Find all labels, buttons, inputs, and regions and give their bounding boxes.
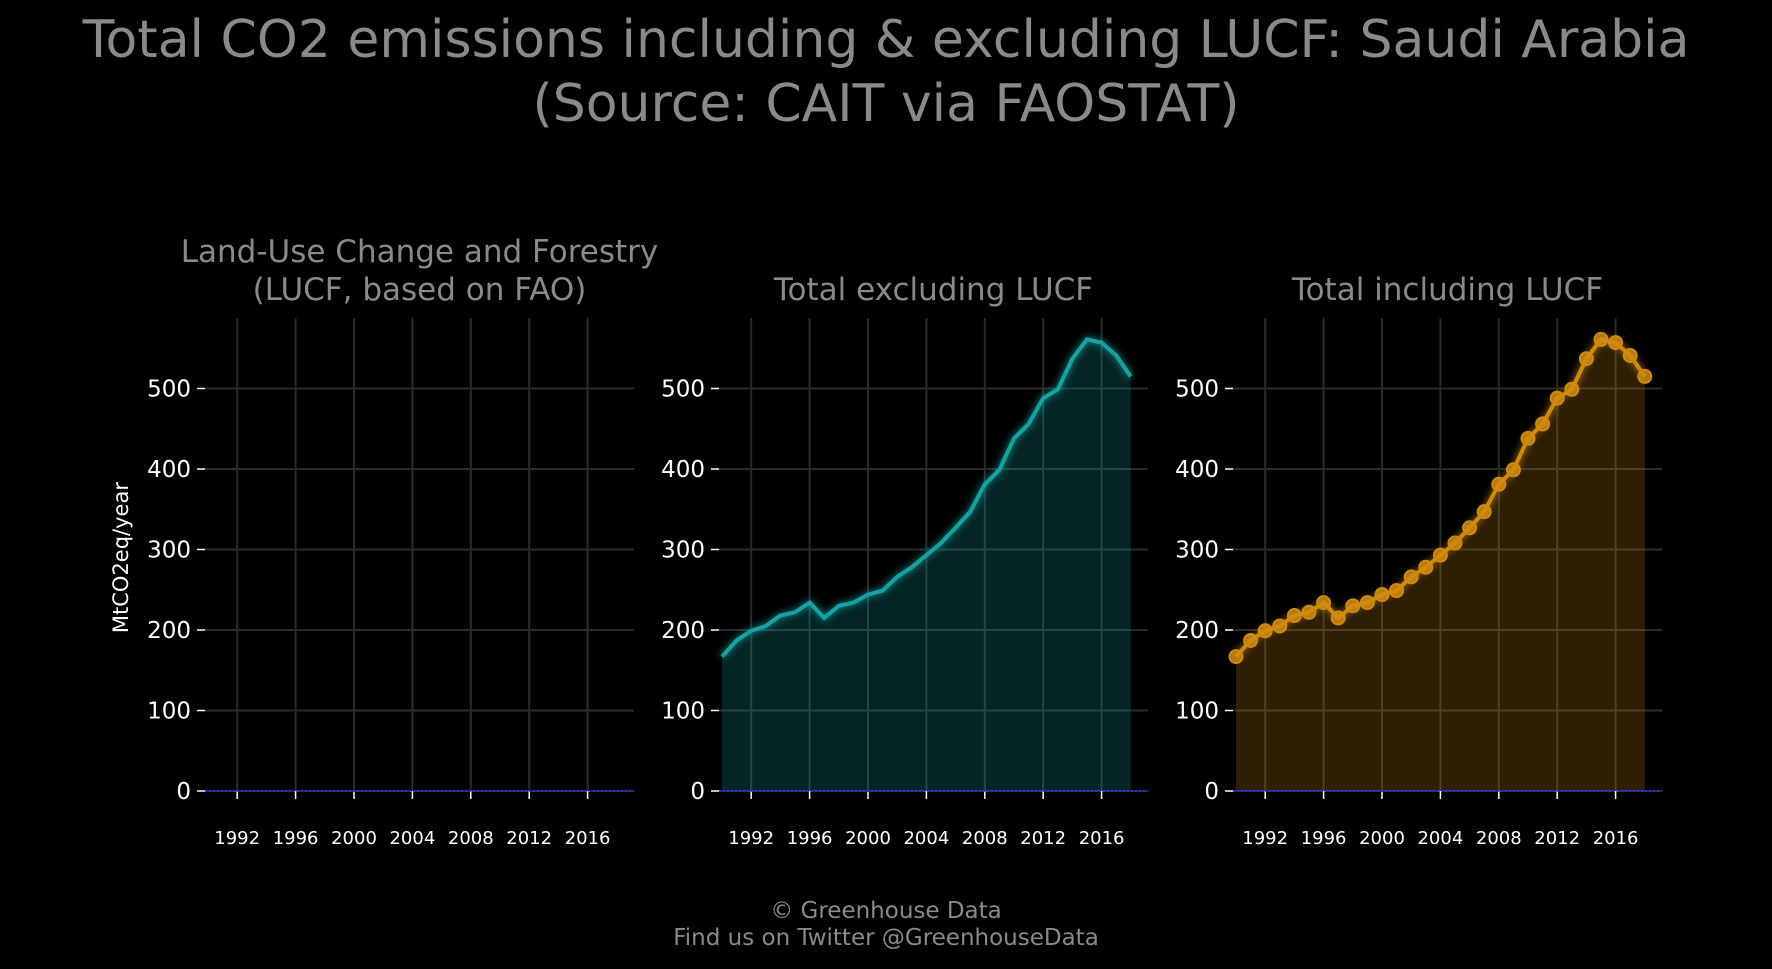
ytick-label: 0: [690, 779, 705, 805]
chart-title: Total CO2 emissions including & excludin…: [0, 8, 1772, 136]
data-point: [1272, 618, 1288, 634]
xtick-label: 2000: [845, 828, 891, 849]
data-point: [1491, 476, 1507, 492]
xtick-label: 2016: [1079, 828, 1125, 849]
xtick-label: 2016: [565, 828, 611, 849]
xtick-label: 2008: [962, 828, 1008, 849]
data-point: [1228, 649, 1244, 665]
data-point: [1286, 608, 1302, 624]
xtick-label: 2008: [1476, 828, 1522, 849]
ytick-label: 200: [661, 618, 705, 644]
panel-title-3-line1: Total including LUCF: [1291, 272, 1603, 308]
panel-1: Land-Use Change and Forestry(LUCF, based…: [109, 234, 658, 849]
data-point: [1374, 587, 1390, 603]
ytick-label: 200: [147, 618, 191, 644]
xtick-label: 2016: [1593, 828, 1639, 849]
data-point: [1316, 595, 1332, 611]
xtick-label: 2000: [331, 828, 377, 849]
chart-title-line1: Total CO2 emissions including & excludin…: [82, 10, 1690, 70]
data-point: [1462, 520, 1478, 536]
data-point: [1447, 535, 1463, 551]
data-point: [1505, 462, 1521, 478]
data-point: [1257, 623, 1273, 639]
series-area: [1236, 339, 1645, 791]
data-point: [1622, 347, 1638, 363]
credits: © Greenhouse Data Find us on Twitter @Gr…: [0, 898, 1772, 952]
panel-title-1-line2: (LUCF, based on FAO): [253, 272, 587, 308]
panel-title-2-line1: Total excluding LUCF: [773, 272, 1093, 308]
ytick-label: 200: [1175, 618, 1219, 644]
panel-title-1-line1: Land-Use Change and Forestry: [181, 234, 659, 270]
xtick-label: 2008: [448, 828, 494, 849]
data-point: [1243, 632, 1259, 648]
data-point: [1608, 335, 1624, 351]
data-point: [1535, 416, 1551, 432]
data-point: [1564, 381, 1580, 397]
panel-2: Total excluding LUCF 0 100 200 300 400 500 1992…: [661, 272, 1148, 849]
ytick-label: 100: [661, 699, 705, 725]
panel-3: Total including LUCF 0 100 200 300 400 500 1992…: [1175, 272, 1662, 849]
xtick-label: 2004: [1417, 828, 1463, 849]
series-area: [722, 339, 1131, 791]
xtick-label: 2012: [1534, 828, 1580, 849]
data-point: [1389, 583, 1405, 599]
xtick-label: 1992: [214, 828, 260, 849]
series-line: [720, 337, 1133, 658]
ytick-label: 400: [661, 457, 705, 483]
ytick-label: 300: [661, 538, 705, 564]
data-point: [1578, 351, 1594, 367]
ytick-label: 400: [147, 457, 191, 483]
ytick-label: 500: [1175, 377, 1219, 403]
xtick-label: 2012: [506, 828, 552, 849]
data-point: [1330, 610, 1346, 626]
xtick-label: 1992: [728, 828, 774, 849]
xtick-label: 2004: [903, 828, 949, 849]
chart-title-line2: (Source: CAIT via FAOSTAT): [532, 74, 1240, 134]
data-point: [1403, 569, 1419, 585]
data-point: [1549, 390, 1565, 406]
data-point: [1301, 604, 1317, 620]
ytick-label: 100: [1175, 699, 1219, 725]
data-point: [1520, 430, 1536, 446]
xtick-label: 1996: [1301, 828, 1347, 849]
xtick-label: 2012: [1020, 828, 1066, 849]
xtick-label: 2004: [389, 828, 435, 849]
data-point: [1345, 598, 1361, 614]
credit-twitter: Find us on Twitter @GreenhouseData: [673, 925, 1099, 951]
data-point: [1432, 547, 1448, 563]
ytick-label: 500: [661, 377, 705, 403]
data-point: [1476, 504, 1492, 520]
ytick-label: 400: [1175, 457, 1219, 483]
ytick-label: 500: [147, 377, 191, 403]
ytick-label: 0: [1204, 779, 1219, 805]
xtick-label: 2000: [1359, 828, 1405, 849]
xtick-label: 1996: [787, 828, 833, 849]
ytick-label: 300: [147, 538, 191, 564]
xtick-label: 1996: [273, 828, 319, 849]
ytick-label: 100: [147, 699, 191, 725]
data-point: [1593, 331, 1609, 347]
data-point: [1359, 595, 1375, 611]
credit-copyright: © Greenhouse Data: [770, 898, 1002, 924]
data-point: [1637, 368, 1653, 384]
y-axis-label: MtCO2eq/year: [109, 482, 133, 633]
data-point: [1418, 559, 1434, 575]
xtick-label: 1992: [1242, 828, 1288, 849]
ytick-label: 300: [1175, 538, 1219, 564]
ytick-label: 0: [176, 779, 191, 805]
